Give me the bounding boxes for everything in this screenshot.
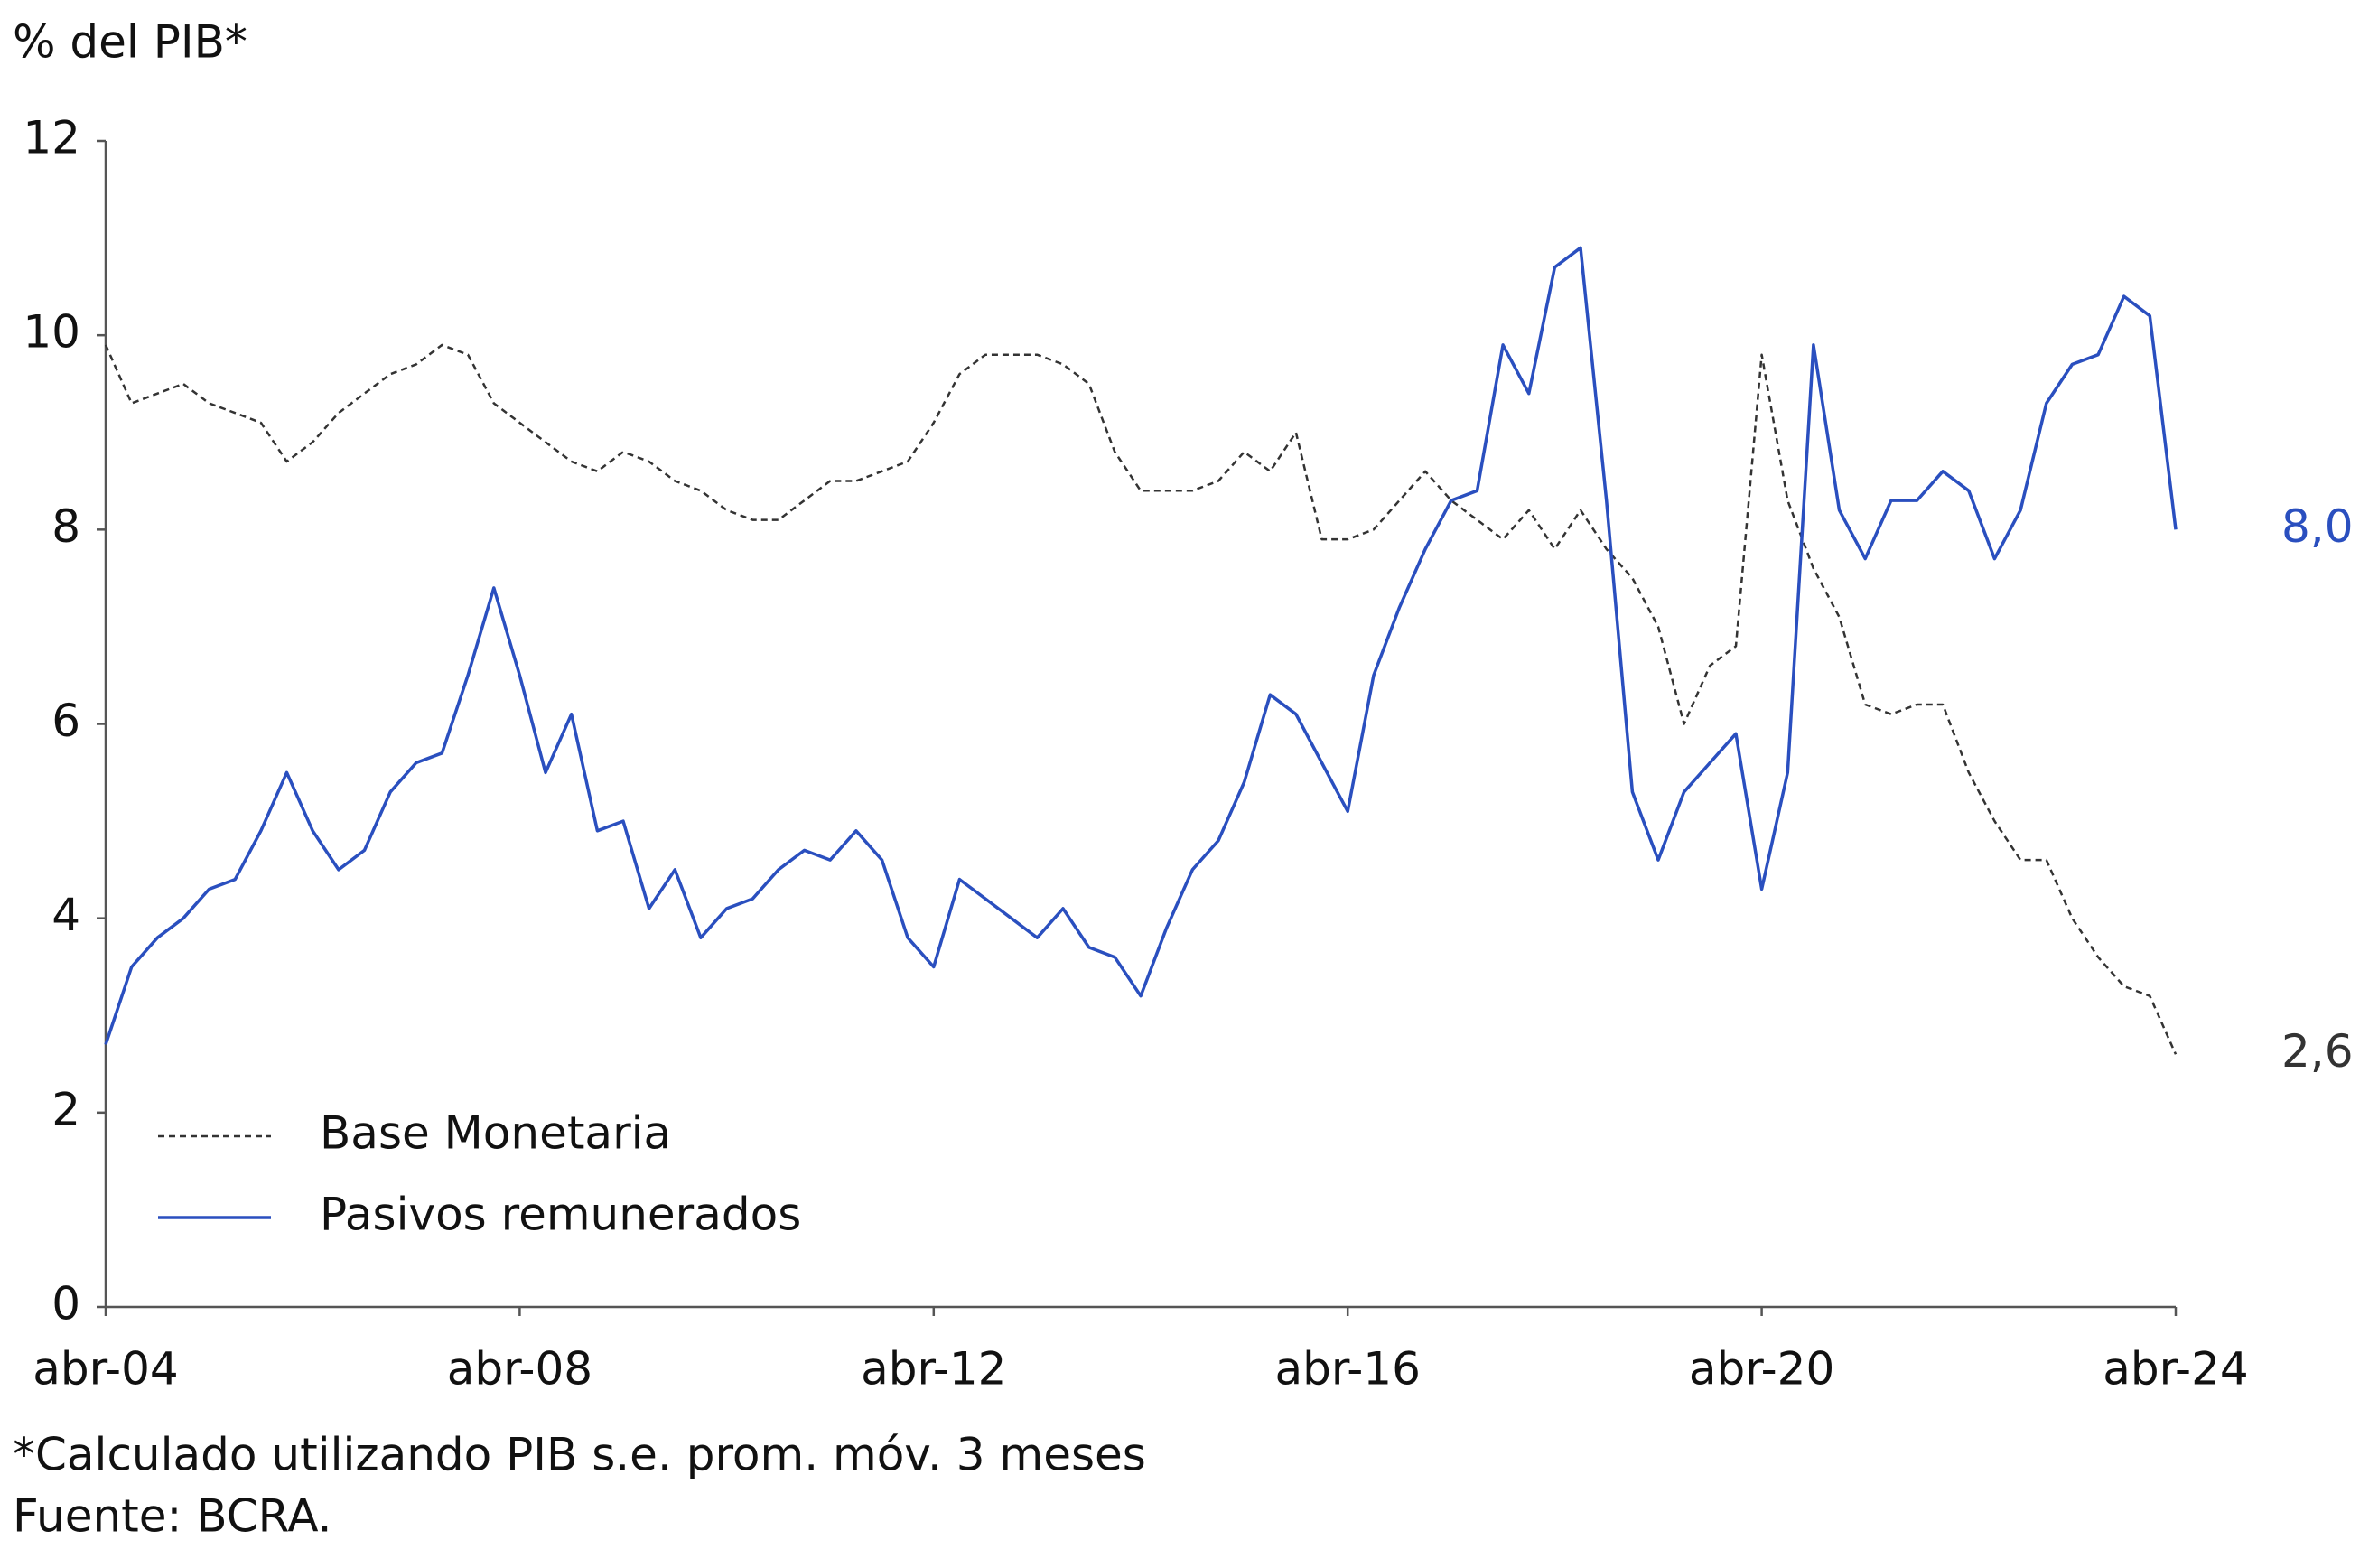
y-tick-label: 6 [51, 695, 80, 747]
y-tick-label: 0 [51, 1278, 80, 1330]
x-tick-label: abr-24 [2103, 1343, 2248, 1395]
value-label: 2,6 [2281, 1025, 2354, 1078]
x-tick-label: abr-12 [861, 1343, 1006, 1395]
note: *Calculado utilizando PIB s.e. prom. móv… [13, 1429, 1146, 1481]
y-tick-label: 12 [23, 112, 80, 164]
source: Fuente: BCRA. [13, 1490, 332, 1543]
legend-label: Pasivos remunerados [320, 1189, 801, 1241]
y-axis-title: % del PIB* [13, 16, 247, 69]
y-tick-label: 10 [23, 306, 80, 359]
x-tick-label: abr-20 [1689, 1343, 1834, 1395]
x-tick-label: abr-08 [447, 1343, 592, 1395]
y-tick-label: 4 [51, 889, 80, 941]
y-tick-label: 8 [51, 500, 80, 553]
legend-label: Base Monetaria [320, 1107, 671, 1160]
x-tick-label: abr-04 [33, 1343, 178, 1395]
series-line [104, 343, 2178, 1055]
series-line [104, 246, 2178, 1046]
y-tick-label: 2 [51, 1083, 80, 1135]
x-tick-label: abr-16 [1274, 1343, 1420, 1395]
value-label: 8,0 [2281, 500, 2354, 553]
